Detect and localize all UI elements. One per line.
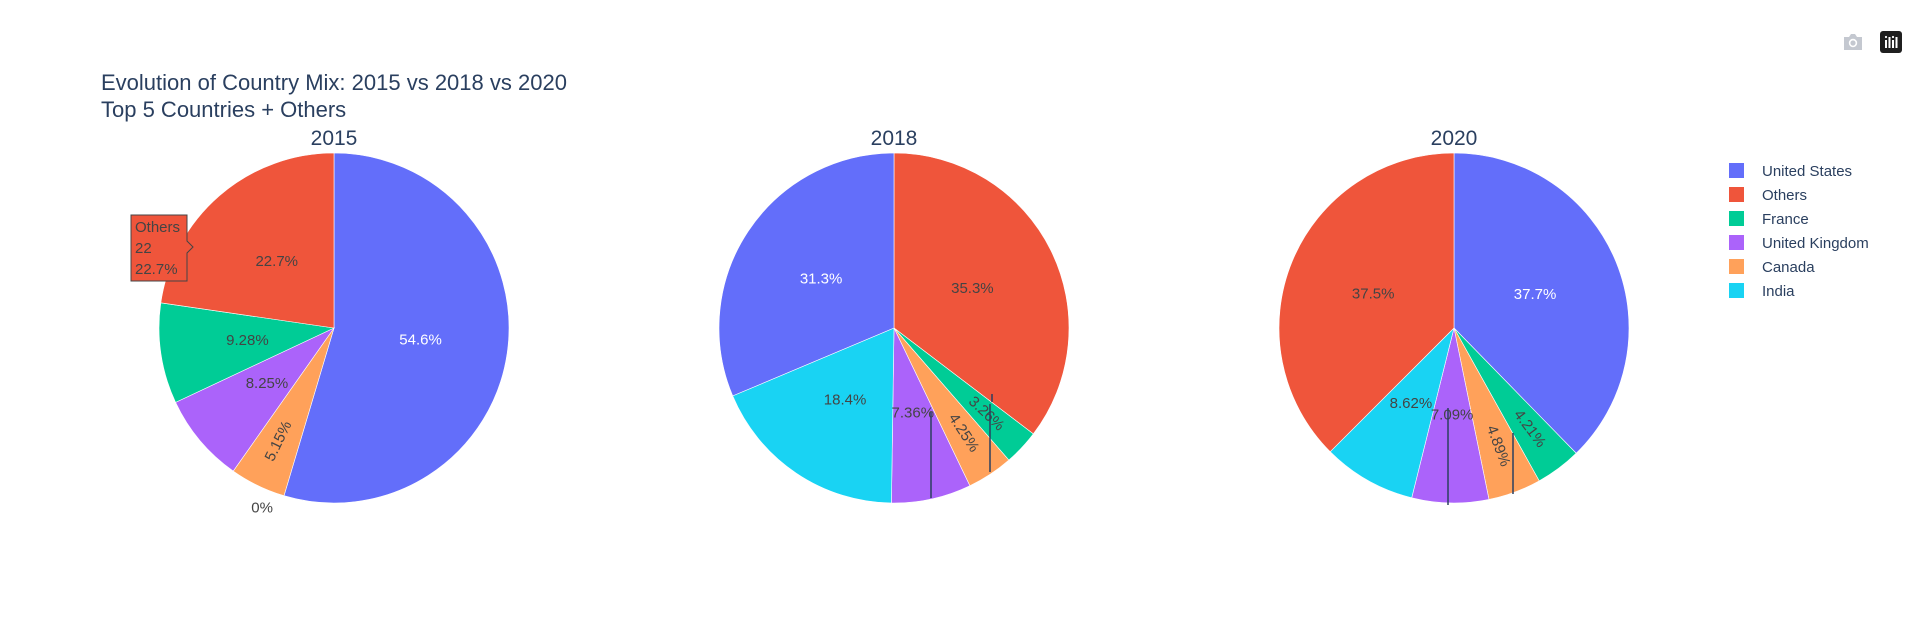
legend-item-united-states[interactable]: United States bbox=[1729, 163, 1852, 180]
slice-united-states[interactable] bbox=[283, 152, 510, 504]
slice-label-united-states: 37.7% bbox=[1514, 286, 1557, 303]
slice-label-india: 18.4% bbox=[824, 392, 867, 409]
hover-percent: 22.7% bbox=[135, 261, 178, 278]
pies-group: 201554.6%0%5.15%8.25%9.28%22.7%201835.3%… bbox=[158, 127, 1630, 517]
legend-label-others: Others bbox=[1762, 187, 1807, 204]
hover-box bbox=[130, 214, 194, 282]
slice-label-united-kingdom: 8.25% bbox=[246, 375, 289, 392]
slice-label-india: 0% bbox=[251, 500, 273, 517]
slice-label-france: 9.28% bbox=[226, 332, 269, 349]
legend-label-united-kingdom: United Kingdom bbox=[1762, 235, 1869, 252]
legend-swatch-united-states bbox=[1729, 163, 1744, 178]
legend: United States Others France United Kingdom C… bbox=[1729, 163, 1869, 300]
legend-swatch-united-kingdom bbox=[1729, 235, 1744, 250]
legend-swatch-canada bbox=[1729, 259, 1744, 274]
slice-label-united-kingdom: 7.09% bbox=[1431, 406, 1474, 423]
plotly-logo-icon[interactable] bbox=[1879, 30, 1903, 54]
chart-title-line1: Evolution of Country Mix: 2015 vs 2018 v… bbox=[101, 70, 567, 95]
legend-label-france: France bbox=[1762, 211, 1809, 228]
slice-france[interactable] bbox=[158, 302, 336, 403]
legend-label-united-states: United States bbox=[1762, 163, 1852, 180]
slice-united-states[interactable] bbox=[718, 152, 895, 397]
legend-label-canada: Canada bbox=[1762, 259, 1815, 276]
hover-tooltip: Others 22 22.7% bbox=[130, 214, 194, 282]
camera-icon[interactable] bbox=[1841, 30, 1865, 54]
slice-label-india: 8.62% bbox=[1390, 395, 1433, 412]
chart-title-line2: Top 5 Countries + Others bbox=[101, 97, 346, 122]
hover-label: Others bbox=[135, 219, 180, 236]
legend-swatch-others bbox=[1729, 187, 1744, 202]
slice-label-others: 35.3% bbox=[951, 280, 994, 297]
slice-label-united-kingdom: 7.36% bbox=[892, 404, 935, 421]
legend-item-france[interactable]: France bbox=[1729, 211, 1809, 228]
legend-swatch-india bbox=[1729, 283, 1744, 298]
legend-item-canada[interactable]: Canada bbox=[1729, 259, 1815, 276]
slice-label-united-states: 31.3% bbox=[800, 271, 843, 288]
slice-others[interactable] bbox=[1278, 152, 1455, 453]
slice-india[interactable] bbox=[1329, 327, 1455, 499]
slice-others[interactable] bbox=[893, 152, 1070, 435]
legend-item-india[interactable]: India bbox=[1729, 283, 1795, 300]
hover-value: 22 bbox=[135, 240, 152, 257]
slice-united-states[interactable] bbox=[1453, 152, 1630, 454]
legend-label-india: India bbox=[1762, 283, 1795, 300]
subplot-title-2015: 2015 bbox=[311, 127, 358, 150]
modebar bbox=[1841, 30, 1903, 54]
subplot-title-2020: 2020 bbox=[1431, 127, 1478, 150]
legend-swatch-france bbox=[1729, 211, 1744, 226]
slice-label-others: 22.7% bbox=[255, 253, 298, 270]
slice-label-others: 37.5% bbox=[1352, 285, 1395, 302]
subplot-title-2018: 2018 bbox=[871, 127, 918, 150]
slice-label-united-states: 54.6% bbox=[399, 332, 442, 349]
legend-item-united-kingdom[interactable]: United Kingdom bbox=[1729, 235, 1869, 252]
slice-india[interactable] bbox=[732, 327, 895, 504]
legend-item-others[interactable]: Others bbox=[1729, 187, 1807, 204]
slice-united-kingdom[interactable] bbox=[175, 327, 335, 472]
